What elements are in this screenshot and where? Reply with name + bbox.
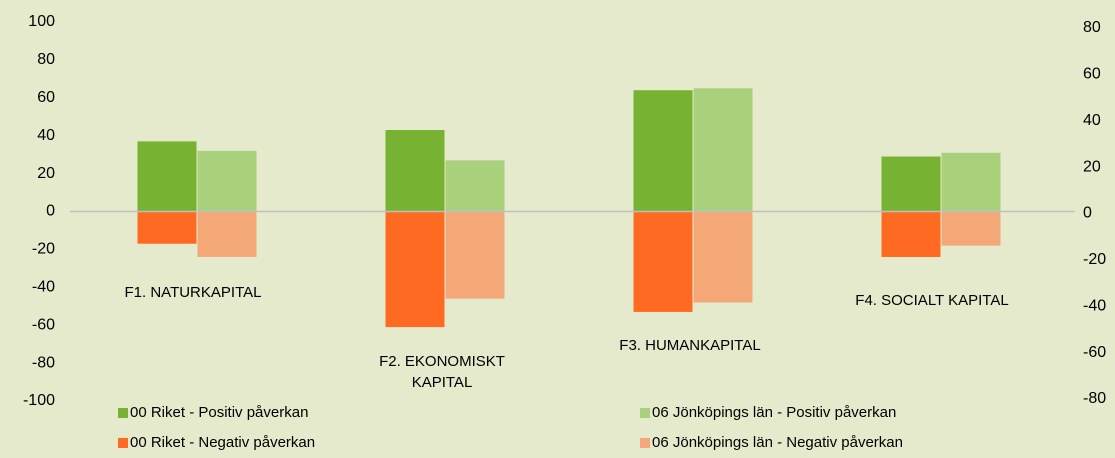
bar: [941, 152, 1001, 212]
legend-label: 06 Jönköpings län - Negativ påverkan: [652, 434, 903, 451]
y2-tick-label: 60: [1083, 66, 1101, 83]
y-tick-label: -80: [32, 354, 55, 371]
y-tick-label: -60: [32, 316, 55, 333]
legend-label: 00 Riket - Positiv påverkan: [130, 404, 308, 421]
legend-label: 06 Jönköpings län - Positiv påverkan: [652, 404, 896, 421]
y-tick-label: -20: [32, 241, 55, 258]
legend-swatch: [640, 438, 650, 448]
bar: [693, 88, 753, 212]
legend-swatch: [118, 408, 128, 418]
bar: [197, 150, 257, 212]
bar: [445, 211, 505, 299]
y-tick-label: 40: [37, 127, 55, 144]
legend-label: 00 Riket - Negativ påverkan: [130, 434, 315, 451]
bar: [385, 211, 445, 328]
category-label: F1. NATURKAPITAL: [124, 284, 262, 301]
bar: [941, 211, 1001, 246]
y-tick-label: 20: [37, 165, 55, 182]
y2-tick-label: -60: [1083, 344, 1106, 361]
bar: [693, 211, 753, 303]
y2-tick-label: 20: [1083, 158, 1101, 175]
y2-tick-label: 0: [1083, 205, 1092, 222]
legend-swatch: [118, 438, 128, 448]
y2-tick-label: -20: [1083, 251, 1106, 268]
y-tick-label: 60: [37, 89, 55, 106]
bar: [633, 211, 693, 312]
category-label: F4. SOCIALT KAPITAL: [855, 292, 1009, 309]
y2-tick-label: 80: [1083, 19, 1101, 36]
category-label: F2. EKONOMISKT KAPITAL: [379, 353, 505, 391]
bar: [881, 211, 941, 257]
bar: [881, 156, 941, 212]
bar: [385, 130, 445, 212]
y2-tick-label: 40: [1083, 112, 1101, 129]
y-tick-label: 0: [46, 203, 55, 220]
y-tick-label: -40: [32, 279, 55, 296]
y2-tick-label: -40: [1083, 297, 1106, 314]
legend-swatch: [640, 408, 650, 418]
y-tick-label: 100: [28, 13, 55, 30]
y-tick-label: 80: [37, 51, 55, 68]
bar: [445, 160, 505, 212]
bar: [137, 211, 197, 244]
bar: [197, 211, 257, 257]
y-tick-label: -100: [23, 392, 55, 409]
category-label: F3. HUMANKAPITAL: [619, 337, 761, 354]
bar: [137, 141, 197, 212]
y2-tick-label: -80: [1083, 390, 1106, 407]
bar: [633, 90, 693, 212]
